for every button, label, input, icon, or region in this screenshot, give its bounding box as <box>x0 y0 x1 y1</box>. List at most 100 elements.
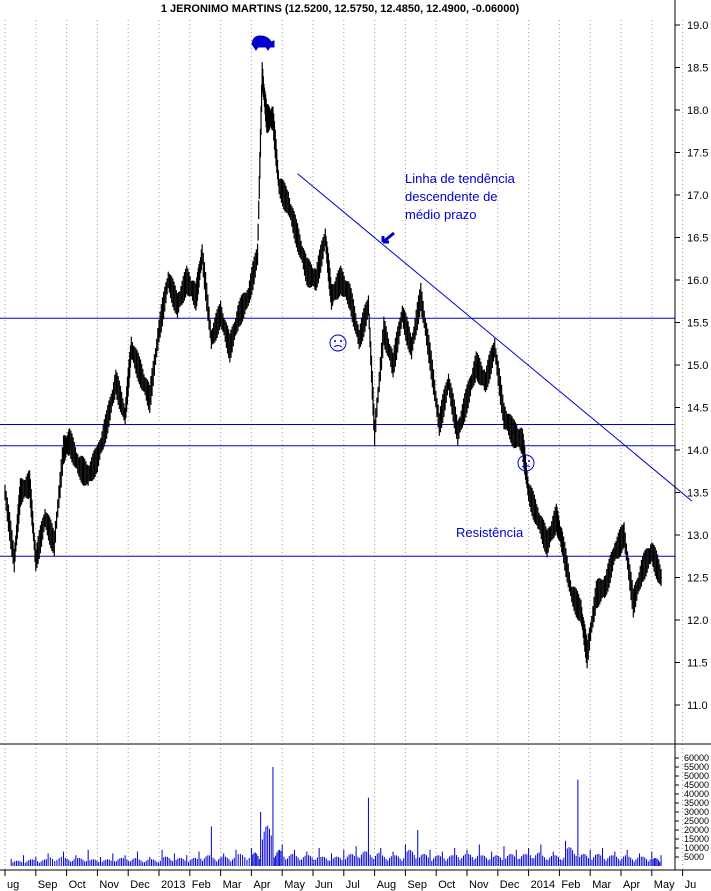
volume-tick-label: 20000 <box>684 825 709 835</box>
x-tick-label: Dec <box>500 879 520 891</box>
price-point <box>493 347 496 349</box>
x-tick-label: Oct <box>69 879 86 891</box>
volume-tick-label: 35000 <box>684 798 709 808</box>
price-point <box>555 517 558 519</box>
price-point <box>339 279 342 281</box>
price-point <box>447 381 450 383</box>
y-tick-label: 14.0 <box>687 445 708 457</box>
price-point <box>96 457 99 460</box>
price-point <box>139 372 142 375</box>
volume-tick-label: 55000 <box>684 762 709 772</box>
volume-tick-label: 10000 <box>684 843 709 853</box>
sad-face-eye <box>522 460 524 462</box>
sad-face-mouth <box>333 345 343 348</box>
price-point <box>4 491 6 494</box>
price-point <box>167 279 170 281</box>
price-point <box>475 364 478 366</box>
volume-tick-label: 40000 <box>684 789 709 799</box>
y-tick-label: 18.5 <box>687 63 708 75</box>
x-tick-label: Mar <box>592 879 611 891</box>
price-point <box>130 347 133 349</box>
y-tick-label: 18.0 <box>687 105 708 117</box>
x-tick-label: 2014 <box>531 879 555 891</box>
x-tick-label: Nov <box>99 879 119 891</box>
trend-line <box>297 173 693 502</box>
price-point <box>521 440 524 443</box>
price-point <box>115 381 117 383</box>
price-point <box>78 466 80 468</box>
price-point <box>105 423 108 426</box>
price-point <box>324 236 327 239</box>
price-point <box>247 296 250 298</box>
price-series <box>4 62 662 669</box>
price-point <box>266 117 268 120</box>
volume-tick-label: 50000 <box>684 771 709 781</box>
price-point <box>87 474 89 477</box>
chart-title: 1 JERONIMO MARTINS (12.5200, 12.5750, 12… <box>161 3 520 15</box>
price-point <box>158 330 160 332</box>
y-tick-label: 12.0 <box>687 615 708 627</box>
volume-series <box>10 767 662 866</box>
x-tick-label: Ju <box>685 879 697 891</box>
price-point <box>466 398 468 400</box>
resistance-annotation: Resistência <box>456 525 524 540</box>
price-point <box>367 304 370 307</box>
price-point <box>28 483 31 485</box>
x-tick-label: May <box>654 879 675 891</box>
price-point <box>438 423 441 426</box>
sad-face-eye <box>528 460 530 462</box>
price-point <box>68 440 71 443</box>
price-point <box>651 551 653 553</box>
trendline-annotation: descendente de <box>405 189 498 204</box>
y-tick-label: 17.0 <box>687 190 708 202</box>
price-point <box>201 253 203 256</box>
sad-face-icon <box>329 334 347 352</box>
price-point <box>296 236 299 239</box>
x-tick-label: Oct <box>438 879 455 891</box>
price-point <box>53 542 56 545</box>
price-point <box>420 296 422 298</box>
price-point <box>429 355 431 358</box>
price-point <box>586 653 588 655</box>
volume-tick-label: 30000 <box>684 807 709 817</box>
price-point <box>124 415 126 417</box>
y-tick-label: 11.5 <box>687 658 708 670</box>
price-point <box>315 279 317 281</box>
price-point <box>13 559 16 562</box>
volume-tick-label: 45000 <box>684 780 709 790</box>
sad-face-eye <box>340 340 342 342</box>
price-point <box>503 415 505 417</box>
price-point <box>623 534 625 536</box>
x-tick-label: Nov <box>469 879 489 891</box>
trendline-annotation: médio prazo <box>405 207 477 222</box>
price-point <box>392 364 394 366</box>
x-tick-label: Dec <box>130 879 150 891</box>
price-point <box>570 593 573 596</box>
y-tick-label: 16.5 <box>687 233 708 245</box>
annotations: Linha de tendência descendente de médio pr… <box>251 35 535 540</box>
x-tick-label: 2013 <box>161 879 185 891</box>
price-point <box>401 313 404 315</box>
x-tick-label: ug <box>7 879 19 891</box>
volume-tick-label: 25000 <box>684 816 709 826</box>
price-point <box>641 568 644 570</box>
x-tick-label: Apr <box>623 879 640 891</box>
sad-face-mouth <box>521 465 531 468</box>
x-tick-label: Apr <box>253 879 270 891</box>
price-point <box>561 542 564 545</box>
price-point <box>580 610 582 613</box>
bear-icon <box>251 35 275 51</box>
price-point <box>287 202 290 205</box>
price-point <box>272 117 274 120</box>
price-point <box>44 517 46 519</box>
price-point <box>358 338 361 341</box>
sad-face-eye <box>334 340 336 342</box>
sad-face-icon <box>517 454 535 472</box>
price-point <box>210 338 213 341</box>
price-point <box>373 432 376 434</box>
price-point <box>229 347 231 349</box>
x-tick-label: Feb <box>192 879 211 891</box>
y-tick-label: 17.5 <box>687 148 708 160</box>
